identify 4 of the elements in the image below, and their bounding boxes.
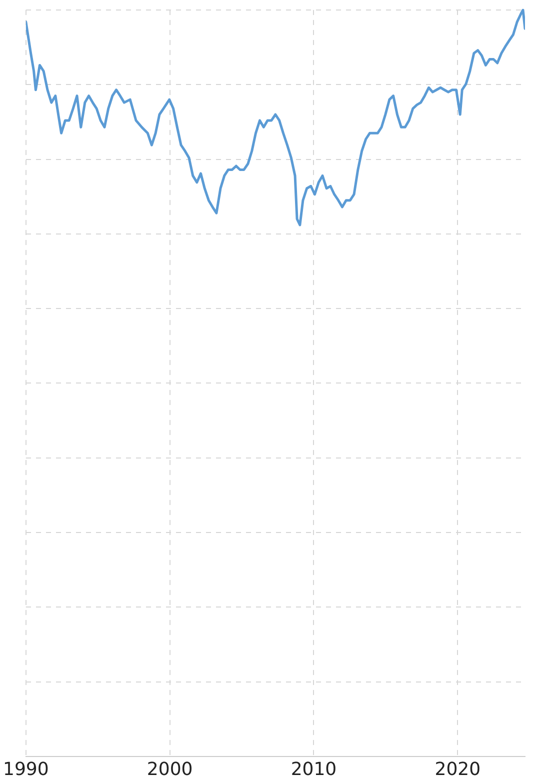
x-tick-label: 2000: [146, 758, 193, 780]
x-tick-label: 1990: [3, 758, 49, 780]
x-tick-label: 2010: [290, 758, 337, 780]
x-tick-label: 2020: [434, 758, 481, 780]
